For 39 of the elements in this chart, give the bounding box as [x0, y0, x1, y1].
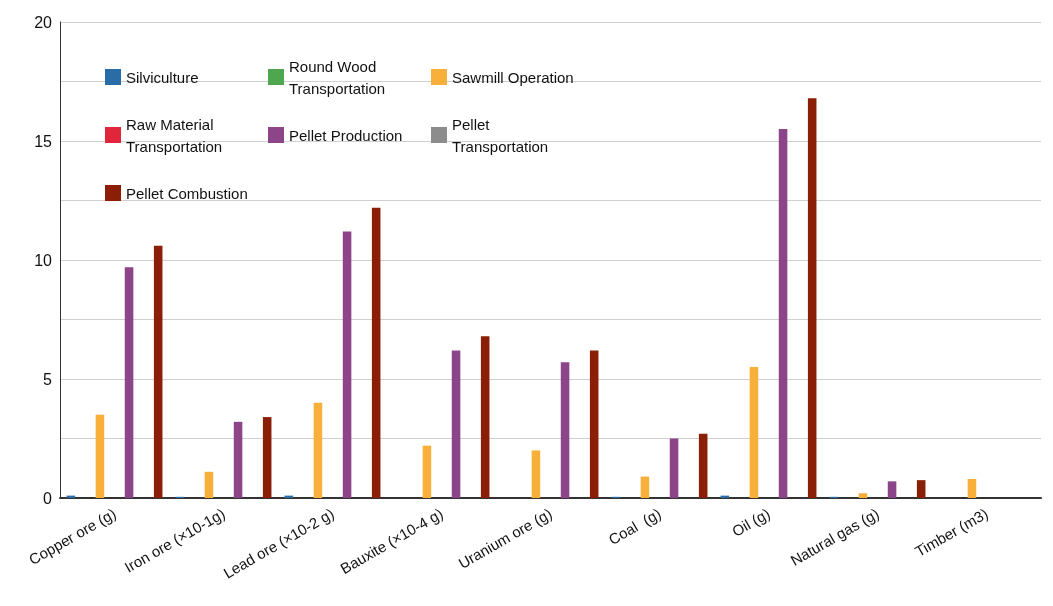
bar — [858, 493, 868, 498]
legend-label: Pellet Production — [289, 126, 403, 144]
legend-label: Pellet Combustion — [126, 184, 248, 202]
bar — [124, 267, 134, 498]
y-tick-label: 0 — [43, 489, 53, 507]
bar — [422, 445, 432, 498]
bar — [262, 417, 272, 498]
bar — [451, 350, 461, 498]
legend-label: Round Wood Transportation — [289, 57, 386, 97]
bar — [560, 362, 570, 498]
bar — [698, 433, 708, 498]
bar — [749, 367, 759, 498]
y-tick-label: 20 — [34, 13, 53, 31]
bar — [95, 414, 105, 498]
x-tick-label: Oil (g) — [728, 504, 773, 540]
legend-label: Raw Material Transportation — [126, 115, 223, 155]
bar — [916, 480, 926, 498]
y-tick-label: 10 — [34, 251, 53, 269]
legend-label: Silviculture — [126, 68, 199, 86]
bar — [669, 438, 679, 498]
bar — [313, 402, 323, 498]
bar — [531, 450, 541, 498]
bar — [233, 421, 243, 498]
y-tick-label: 15 — [34, 132, 53, 150]
x-tick-label: Coal (g) — [605, 504, 664, 549]
bar — [153, 245, 163, 498]
legend-label: Sawmill Operation — [452, 68, 574, 86]
bar — [204, 471, 214, 498]
bar — [342, 231, 352, 498]
bar — [589, 350, 599, 498]
legend-label: Pellet Transportation — [452, 115, 549, 155]
bar — [807, 98, 817, 498]
bar — [967, 478, 977, 498]
bar — [480, 336, 490, 498]
bar — [640, 476, 650, 498]
bar — [778, 129, 788, 498]
bar — [887, 481, 897, 498]
y-tick-label: 5 — [43, 370, 53, 388]
bar — [371, 207, 381, 498]
